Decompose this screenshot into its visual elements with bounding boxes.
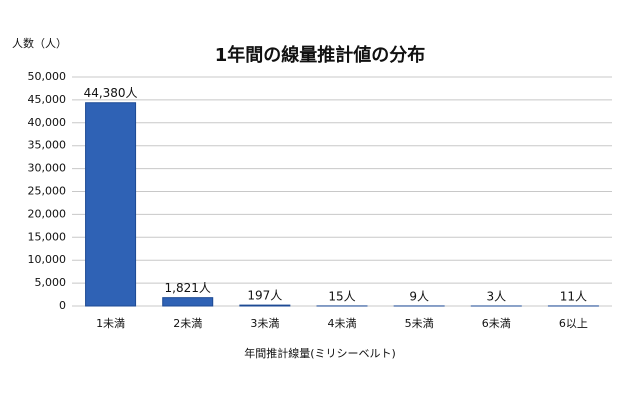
x-tick-label: 6以上 [559,317,588,330]
x-axis-label: 年間推計線量(ミリシーベルト) [244,346,396,360]
data-label: 9人 [409,289,429,303]
y-tick-label: 45,000 [28,93,67,106]
x-tick-label: 2未満 [173,317,202,330]
x-tick-label: 5未満 [405,317,434,330]
bar [162,297,214,307]
y-tick-label: 0 [59,299,66,312]
y-tick-label: 30,000 [28,162,67,175]
x-tick-label: 6未満 [482,317,511,330]
data-label: 3人 [486,289,506,303]
data-label: 11人 [560,289,587,303]
chart-title: 1年間の線量推計値の分布 [215,44,426,66]
y-tick-label: 5,000 [35,276,67,289]
data-label: 197人 [247,289,282,303]
x-tick-label: 3未満 [250,317,279,330]
x-tick-label: 4未満 [328,317,357,330]
y-tick-label: 50,000 [28,70,67,83]
y-tick-label: 35,000 [28,139,67,152]
bar [239,304,291,307]
y-tick-label: 10,000 [28,253,67,266]
y-tick-label: 25,000 [28,185,67,198]
y-tick-label: 20,000 [28,207,67,220]
y-tick-label: 40,000 [28,116,67,129]
y-tick-label: 15,000 [28,230,67,243]
bar [85,102,137,307]
y-axis-label: 人数（人） [12,37,67,50]
x-tick-label: 1未満 [96,317,125,330]
data-label: 44,380人 [84,86,138,100]
data-label: 1,821人 [165,281,211,295]
data-label: 15人 [328,289,355,303]
